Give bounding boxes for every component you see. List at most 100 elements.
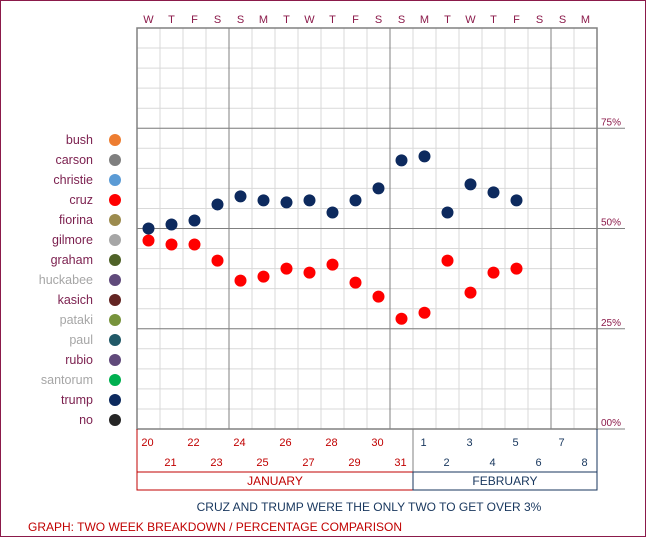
date-label: 3 bbox=[466, 437, 472, 449]
day-of-week-label: S bbox=[398, 14, 405, 26]
legend-swatch-santorum bbox=[109, 374, 121, 386]
data-points bbox=[142, 150, 523, 325]
date-label: 31 bbox=[394, 457, 406, 469]
legend-label: graham bbox=[51, 253, 93, 267]
cruz-point bbox=[280, 262, 293, 275]
trump-point bbox=[418, 150, 431, 163]
day-of-week-label: F bbox=[191, 14, 198, 26]
date-label: 24 bbox=[233, 437, 245, 449]
legend-label: gilmore bbox=[52, 233, 93, 247]
legend-swatch-no bbox=[109, 414, 121, 426]
cruz-point bbox=[510, 262, 523, 275]
legend-swatch-bush bbox=[109, 134, 121, 146]
trump-point bbox=[142, 222, 155, 235]
legend-label: kasich bbox=[58, 293, 93, 307]
legend-swatch-trump bbox=[109, 394, 121, 406]
day-of-week-label: W bbox=[465, 14, 476, 26]
day-of-week-label: M bbox=[420, 14, 429, 26]
trump-point bbox=[280, 196, 293, 209]
date-label: 8 bbox=[581, 457, 587, 469]
day-of-week-label: M bbox=[581, 14, 590, 26]
cruz-point bbox=[142, 234, 155, 247]
legend-label: paul bbox=[69, 333, 93, 347]
legend-label: rubio bbox=[65, 353, 93, 367]
legend-swatch-paul bbox=[109, 334, 121, 346]
date-label: 25 bbox=[256, 457, 268, 469]
cruz-point bbox=[441, 254, 454, 267]
cruz-point bbox=[395, 312, 408, 325]
day-of-week-label: T bbox=[168, 14, 175, 26]
day-of-week-label: T bbox=[329, 14, 336, 26]
legend-swatch-huckabee bbox=[109, 274, 121, 286]
date-label: 27 bbox=[302, 457, 314, 469]
date-label: 7 bbox=[558, 437, 564, 449]
legend-swatch-pataki bbox=[109, 314, 121, 326]
date-label: 21 bbox=[164, 457, 176, 469]
cruz-point bbox=[234, 274, 247, 287]
date-label: 6 bbox=[535, 457, 541, 469]
trump-point bbox=[487, 186, 500, 199]
legend-label: fiorina bbox=[59, 213, 93, 227]
trump-point bbox=[257, 194, 270, 207]
cruz-point bbox=[349, 276, 362, 289]
trump-point bbox=[211, 198, 224, 211]
legend-swatch-fiorina bbox=[109, 214, 121, 226]
legend: bush carson christie cruz fiorina gilmore grah… bbox=[39, 133, 121, 427]
y-tick-label: 00% bbox=[601, 418, 621, 429]
legend-label: pataki bbox=[60, 313, 93, 327]
day-of-week-label: W bbox=[304, 14, 315, 26]
y-tick-label: 75% bbox=[601, 117, 621, 128]
y-tick-label: 25% bbox=[601, 318, 621, 329]
date-label: 23 bbox=[210, 457, 222, 469]
cruz-point bbox=[487, 266, 500, 279]
footer-title: GRAPH: TWO WEEK BREAKDOWN / PERCENTAGE C… bbox=[28, 520, 402, 534]
legend-label: carson bbox=[55, 153, 93, 167]
day-of-week-label: W bbox=[143, 14, 154, 26]
day-of-week-label: S bbox=[237, 14, 244, 26]
month-label: JANUARY bbox=[247, 474, 303, 488]
day-of-week-label: F bbox=[513, 14, 520, 26]
legend-label: cruz bbox=[69, 193, 93, 207]
legend-swatch-gilmore bbox=[109, 234, 121, 246]
date-label: 30 bbox=[371, 437, 383, 449]
trump-point bbox=[510, 194, 523, 207]
date-label: 26 bbox=[279, 437, 291, 449]
trump-point bbox=[303, 194, 316, 207]
day-of-week-label: T bbox=[490, 14, 497, 26]
caption: CRUZ AND TRUMP WERE THE ONLY TWO TO GET … bbox=[197, 500, 542, 514]
date-label: 20 bbox=[141, 437, 153, 449]
legend-swatch-rubio bbox=[109, 354, 121, 366]
legend-swatch-kasich bbox=[109, 294, 121, 306]
month-box bbox=[412, 471, 598, 491]
date-label: 1 bbox=[420, 437, 426, 449]
legend-swatch-carson bbox=[109, 154, 121, 166]
cruz-point bbox=[188, 238, 201, 251]
cruz-point bbox=[326, 258, 339, 271]
cruz-point bbox=[372, 290, 385, 303]
cruz-point bbox=[211, 254, 224, 267]
legend-label: no bbox=[79, 413, 93, 427]
trump-point bbox=[234, 190, 247, 203]
day-of-week-label: F bbox=[352, 14, 359, 26]
day-of-week-label: M bbox=[259, 14, 268, 26]
trump-point bbox=[349, 194, 362, 207]
month-label: FEBRUARY bbox=[472, 474, 537, 488]
legend-swatch-cruz bbox=[109, 194, 121, 206]
trump-point bbox=[326, 206, 339, 219]
legend-label: santorum bbox=[41, 373, 93, 387]
legend-label: christie bbox=[53, 173, 93, 187]
day-of-week-label: S bbox=[214, 14, 221, 26]
trump-point bbox=[372, 182, 385, 195]
day-of-week-label: T bbox=[283, 14, 290, 26]
trump-point bbox=[464, 178, 477, 191]
date-label: 2 bbox=[443, 457, 449, 469]
y-tick-label: 50% bbox=[601, 218, 621, 229]
cruz-point bbox=[303, 266, 316, 279]
date-label: 28 bbox=[325, 437, 337, 449]
plot-border bbox=[136, 27, 598, 430]
day-of-week-label: S bbox=[375, 14, 382, 26]
